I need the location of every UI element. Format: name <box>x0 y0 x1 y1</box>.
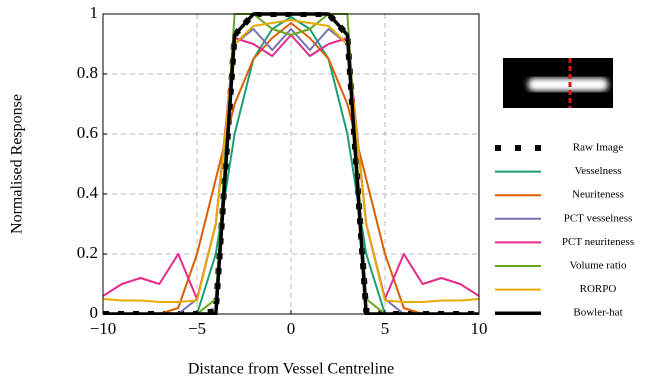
y-tick-label: 0.8 <box>77 63 98 82</box>
legend-label: RORPO <box>580 283 617 295</box>
chart: −10−5051000.20.40.60.81 Distance from Ve… <box>0 0 649 383</box>
y-tick-label: 0.2 <box>77 243 98 262</box>
y-tick-label: 1 <box>90 3 99 22</box>
legend-label: Raw Image <box>573 142 624 154</box>
legend: Raw Image Vesselness Neuriteness PCT vessel… <box>495 142 634 319</box>
y-tick-label: 0.6 <box>77 123 98 142</box>
x-tick-label: 10 <box>471 319 488 338</box>
x-axis-label: Distance from Vessel Centreline <box>188 361 394 378</box>
legend-label: Vesselness <box>574 165 621 177</box>
legend-label: Volume ratio <box>570 260 627 272</box>
y-axis-label: Normalised Response <box>9 94 26 234</box>
y-tick-label: 0.4 <box>77 183 99 202</box>
x-tick-label: 0 <box>287 319 296 338</box>
legend-label: Bowler-hat <box>573 307 622 319</box>
legend-label: PCT neuriteness <box>562 236 634 248</box>
x-tick-label: 5 <box>381 319 390 338</box>
grid <box>103 14 479 314</box>
thumbnail <box>503 58 613 108</box>
y-tick-label: 0 <box>90 303 99 322</box>
x-tick-label: −5 <box>188 319 206 338</box>
legend-label: PCT vesselness <box>564 212 633 224</box>
legend-label: Neuriteness <box>572 189 624 201</box>
thumbnail-vessel <box>528 78 608 91</box>
